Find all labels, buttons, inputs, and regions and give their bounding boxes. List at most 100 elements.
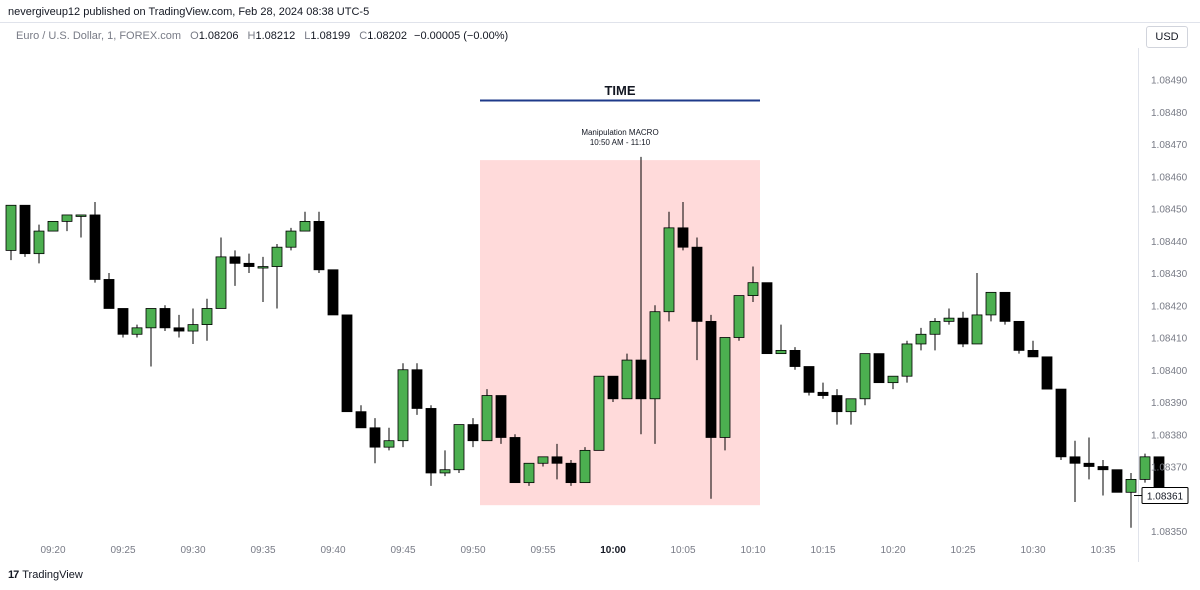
- candle[interactable]: [887, 375, 899, 390]
- footer-brand[interactable]: 17 TradingView: [8, 569, 83, 581]
- candle[interactable]: [831, 389, 843, 425]
- candle-body-down: [369, 427, 381, 448]
- candle[interactable]: [341, 314, 353, 413]
- candle[interactable]: [117, 308, 129, 338]
- candle[interactable]: [915, 327, 927, 351]
- candle[interactable]: [691, 237, 703, 361]
- candle[interactable]: [313, 211, 325, 273]
- candle[interactable]: [649, 305, 661, 444]
- candle[interactable]: [355, 405, 367, 429]
- candle[interactable]: [663, 211, 675, 322]
- candle-body-up: [621, 359, 633, 400]
- candle[interactable]: [1027, 340, 1039, 358]
- candle[interactable]: [901, 340, 913, 383]
- candle[interactable]: [971, 273, 983, 345]
- candle[interactable]: [411, 363, 423, 415]
- candle[interactable]: [369, 418, 381, 464]
- candle[interactable]: [677, 202, 689, 251]
- candle[interactable]: [1013, 320, 1025, 354]
- candle[interactable]: [173, 314, 185, 338]
- candle[interactable]: [551, 443, 563, 480]
- candle-body-up: [75, 214, 87, 217]
- candle[interactable]: [607, 375, 619, 402]
- candle[interactable]: [761, 282, 773, 355]
- candle[interactable]: [565, 460, 577, 486]
- candle[interactable]: [75, 214, 87, 238]
- candle[interactable]: [425, 405, 437, 486]
- candle[interactable]: [47, 220, 59, 232]
- macro-highlight-region[interactable]: [480, 160, 760, 506]
- candle[interactable]: [985, 291, 997, 322]
- candle[interactable]: [1111, 469, 1123, 493]
- candle[interactable]: [271, 243, 283, 309]
- candle[interactable]: [89, 202, 101, 283]
- candle[interactable]: [159, 305, 171, 332]
- candle[interactable]: [481, 389, 493, 442]
- candle[interactable]: [19, 204, 31, 257]
- candle[interactable]: [327, 269, 339, 316]
- candle[interactable]: [453, 424, 465, 473]
- candle[interactable]: [719, 337, 731, 451]
- candle[interactable]: [383, 427, 395, 451]
- candle[interactable]: [187, 308, 199, 344]
- candle[interactable]: [537, 456, 549, 467]
- candle[interactable]: [873, 353, 885, 384]
- candle[interactable]: [523, 462, 535, 486]
- candle[interactable]: [943, 308, 955, 325]
- candle[interactable]: [1041, 356, 1053, 390]
- candle-body-up: [481, 395, 493, 442]
- time-title: TIME: [604, 83, 635, 98]
- candle-body-down: [957, 317, 969, 345]
- candle[interactable]: [733, 295, 745, 341]
- candle-body-down: [831, 395, 843, 413]
- candle[interactable]: [257, 256, 269, 303]
- candle[interactable]: [705, 314, 717, 499]
- candle[interactable]: [817, 382, 829, 399]
- candle[interactable]: [775, 324, 787, 355]
- candle[interactable]: [145, 308, 157, 367]
- candle[interactable]: [789, 347, 801, 370]
- candle[interactable]: [299, 211, 311, 232]
- candle[interactable]: [467, 418, 479, 448]
- candle[interactable]: [579, 447, 591, 484]
- candle[interactable]: [803, 366, 815, 396]
- candle[interactable]: [495, 395, 507, 444]
- candle[interactable]: [5, 204, 17, 261]
- y-tick-label: 1.08370: [1151, 463, 1188, 474]
- candle[interactable]: [999, 291, 1011, 325]
- open-value: 1.08206: [198, 30, 239, 42]
- candle[interactable]: [243, 253, 255, 273]
- candle[interactable]: [747, 266, 759, 303]
- candle[interactable]: [845, 398, 857, 425]
- candle[interactable]: [1069, 440, 1081, 502]
- y-tick-label: 1.08390: [1151, 398, 1188, 409]
- candle-body-down: [1111, 469, 1123, 493]
- candle[interactable]: [285, 227, 297, 251]
- candle[interactable]: [593, 375, 605, 451]
- x-tick-label: 10:05: [670, 545, 695, 556]
- candle[interactable]: [215, 237, 227, 309]
- candle[interactable]: [397, 363, 409, 448]
- candle[interactable]: [131, 324, 143, 338]
- chart-frame[interactable]: [0, 22, 1200, 563]
- candle[interactable]: [929, 318, 941, 351]
- currency-button[interactable]: USD: [1146, 26, 1188, 48]
- candle[interactable]: [33, 224, 45, 264]
- candle[interactable]: [859, 353, 871, 406]
- candle[interactable]: [1125, 472, 1137, 528]
- candle[interactable]: [229, 250, 241, 286]
- candle[interactable]: [1097, 460, 1109, 496]
- candle[interactable]: [1139, 453, 1151, 483]
- x-tick-label: 10:30: [1020, 545, 1045, 556]
- candle[interactable]: [1083, 437, 1095, 480]
- candle[interactable]: [61, 214, 73, 232]
- candle[interactable]: [957, 311, 969, 348]
- candle[interactable]: [439, 450, 451, 477]
- candle[interactable]: [1055, 388, 1067, 461]
- candle[interactable]: [201, 298, 213, 341]
- candle[interactable]: [621, 353, 633, 400]
- candle[interactable]: [103, 273, 115, 309]
- candle[interactable]: [635, 156, 647, 435]
- candle[interactable]: [509, 434, 521, 484]
